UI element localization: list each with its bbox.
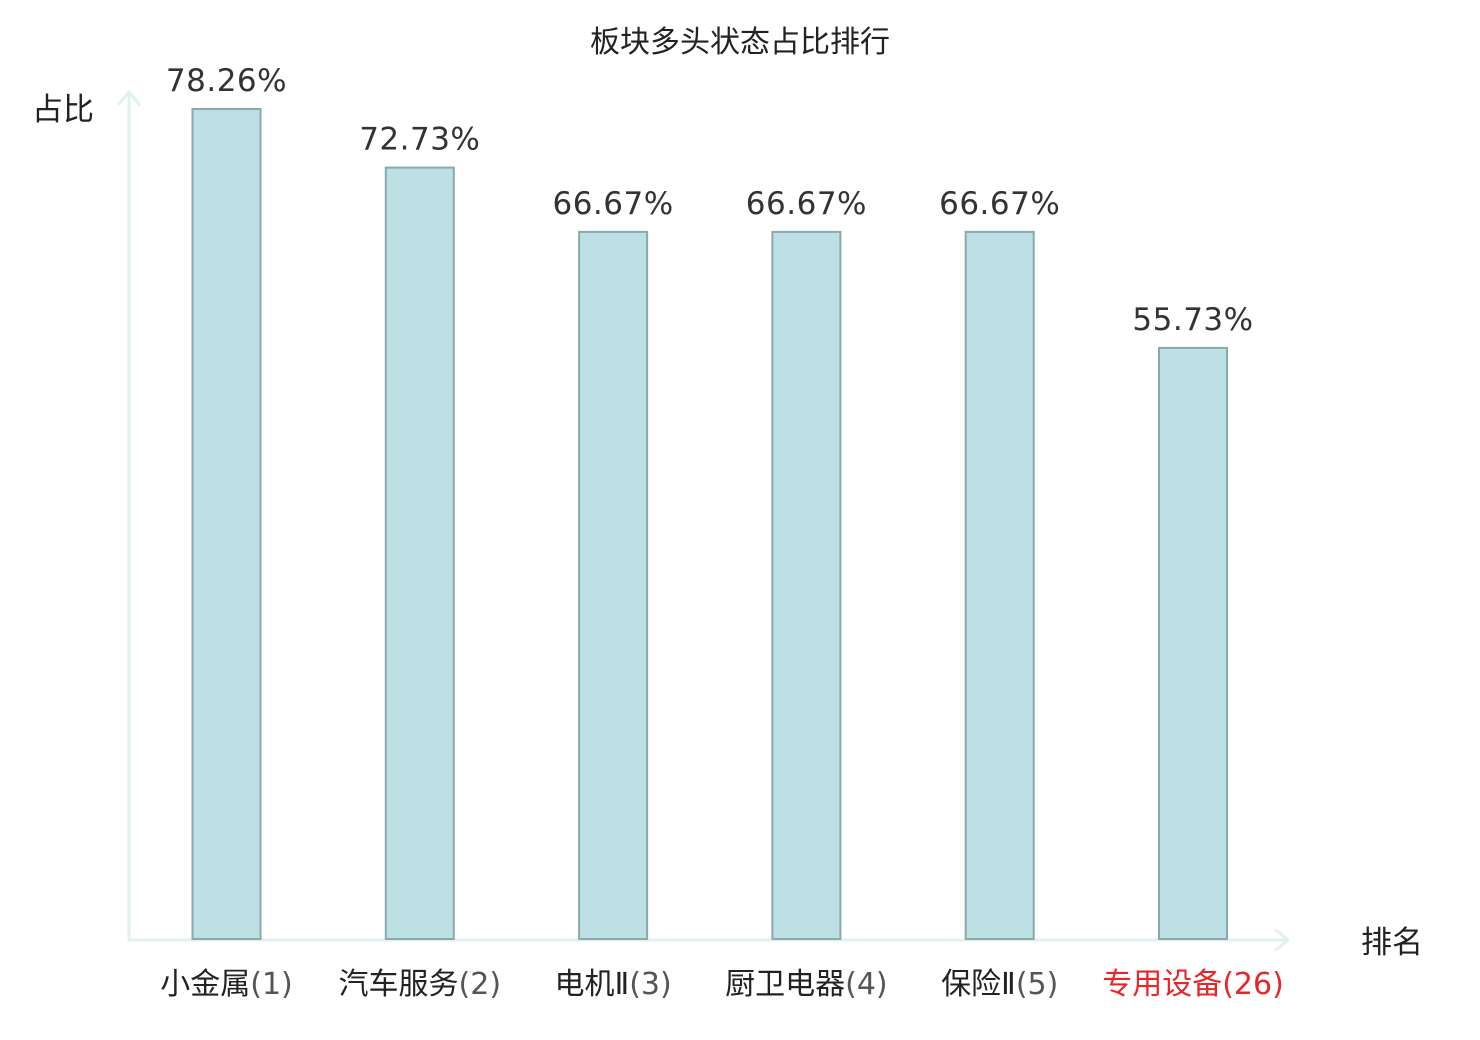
category-name: 专用设备 (1102, 967, 1222, 1002)
bar-4 (771, 230, 842, 940)
category-name: 小金属 (160, 967, 250, 1002)
category-rank: (26) (1222, 967, 1284, 1002)
category-name: 汽车服务 (339, 967, 459, 1002)
y-axis-arrowhead (117, 90, 141, 106)
category-label-3: 电机Ⅱ(3) (554, 967, 671, 1002)
category-rank: (3) (629, 967, 672, 1002)
bar-value-label-3: 66.67% (552, 186, 673, 222)
category-name: 厨卫电器 (725, 967, 845, 1002)
category-rank: (2) (459, 967, 502, 1002)
bars-group (191, 108, 1228, 941)
y-axis-title: 占比 (32, 92, 94, 128)
bar-2 (384, 166, 455, 941)
bar-value-label-2: 72.73% (359, 122, 480, 158)
bar-1 (191, 108, 262, 940)
bar-value-label-4: 66.67% (746, 186, 867, 222)
category-label-4: 厨卫电器(4) (725, 967, 888, 1002)
bar-6 (1158, 346, 1228, 940)
category-name: 保险Ⅱ (941, 967, 1016, 1002)
category-rank: (5) (1016, 967, 1058, 1002)
value-labels-group: 78.26% 72.73% 66.67% 66.67% 66.67% 55.73% (166, 63, 1253, 338)
bar-3 (578, 230, 649, 940)
category-name: 电机Ⅱ (554, 967, 629, 1002)
bar-value-label-6: 55.73% (1132, 302, 1253, 338)
category-label-1: 小金属(1) (160, 967, 293, 1002)
bar-value-label-1: 78.26% (166, 63, 287, 99)
bar-value-label-5: 66.67% (939, 186, 1060, 222)
category-label-2: 汽车服务(2) (339, 967, 502, 1002)
x-axis-arrowhead (1274, 928, 1290, 952)
chart-title: 板块多头状态占比排行 (590, 25, 890, 60)
bar-5 (964, 230, 1035, 940)
axes (117, 90, 1290, 952)
category-labels-group: 小金属(1) 汽车服务(2) 电机Ⅱ(3) 厨卫电器(4) 保险Ⅱ(5) 专用设备(26) (160, 967, 1284, 1002)
category-rank: (1) (250, 967, 293, 1002)
category-label-5: 保险Ⅱ(5) (941, 967, 1058, 1002)
category-label-6: 专用设备(26) (1102, 967, 1284, 1002)
x-axis-title: 排名 (1361, 925, 1423, 961)
category-rank: (4) (845, 967, 888, 1002)
